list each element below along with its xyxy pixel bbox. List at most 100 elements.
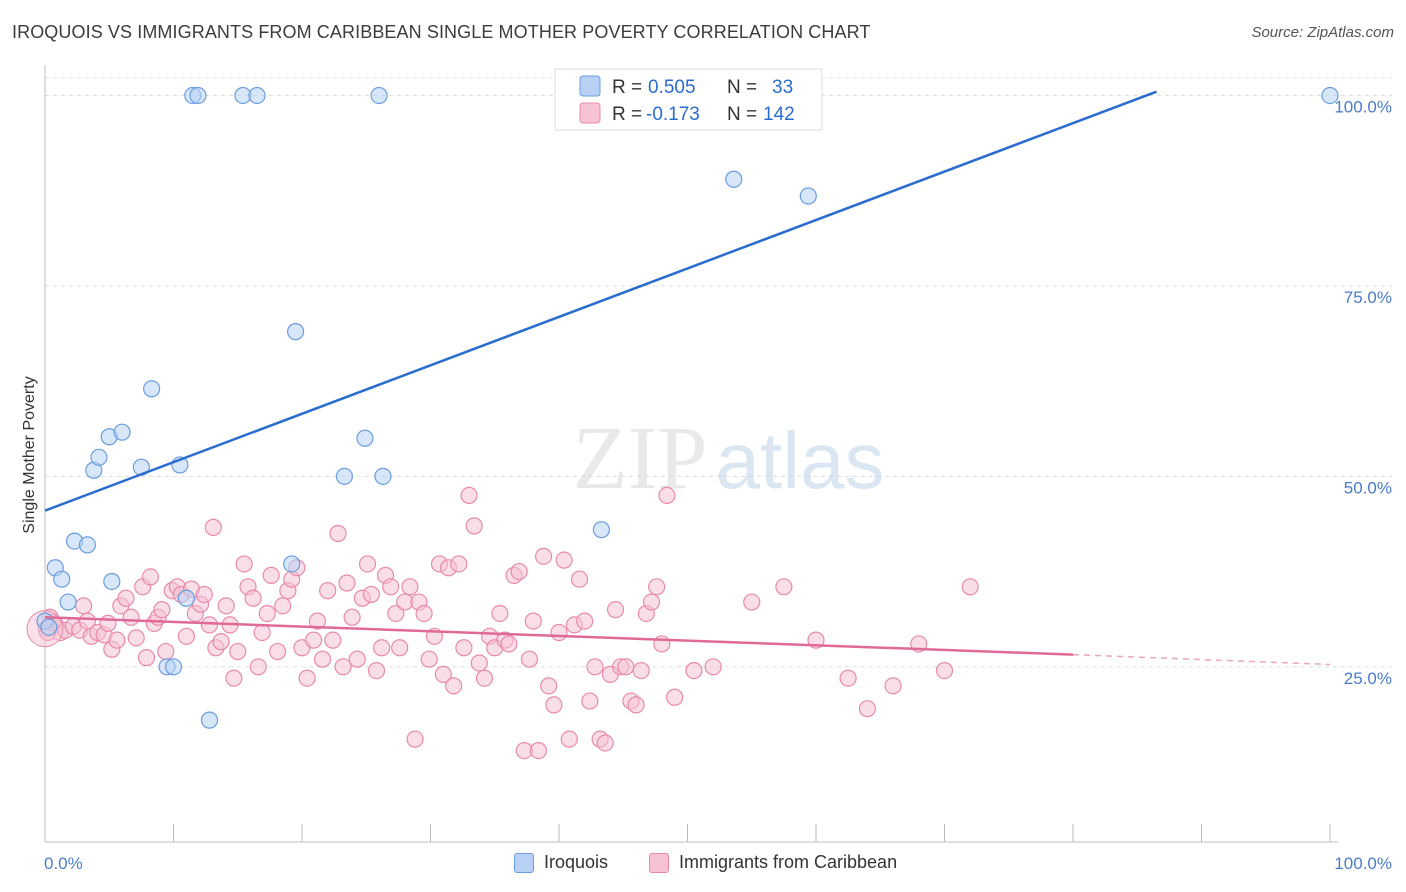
data-point-caribbean — [685, 662, 703, 680]
data-point-iroquois — [103, 572, 121, 591]
x-tick-labels: 0.0% 100.0% — [44, 854, 1392, 873]
data-point-caribbean — [666, 688, 684, 706]
data-point-caribbean — [334, 658, 352, 676]
data-point-caribbean — [313, 650, 332, 668]
data-point-caribbean — [540, 677, 558, 695]
data-point-caribbean — [338, 574, 356, 592]
data-point-caribbean — [319, 582, 337, 600]
data-point-caribbean — [157, 642, 175, 661]
data-point-caribbean — [858, 700, 877, 718]
data-point-caribbean — [127, 629, 145, 647]
bottom-legend-label: Iroquois — [544, 852, 609, 872]
data-point-iroquois — [164, 658, 183, 676]
chart-title: IROQUOIS VS IMMIGRANTS FROM CARIBBEAN SI… — [12, 22, 871, 42]
data-point-caribbean — [434, 665, 452, 684]
data-point-caribbean — [235, 555, 253, 573]
data-point-iroquois — [189, 86, 207, 105]
data-point-caribbean — [308, 612, 327, 630]
y-tick-label: 50.0% — [1344, 478, 1392, 497]
data-point-caribbean — [268, 642, 287, 661]
legend-n-value: 33 — [772, 77, 793, 98]
data-point-iroquois — [248, 86, 266, 105]
data-point-caribbean — [204, 518, 222, 536]
legend-r-label: R = — [612, 104, 642, 125]
data-point-caribbean — [550, 623, 568, 642]
data-point-caribbean — [122, 608, 140, 626]
data-point-caribbean — [217, 597, 235, 615]
data-point-iroquois — [113, 423, 131, 441]
data-point-caribbean — [491, 604, 509, 623]
data-point-caribbean — [884, 677, 902, 695]
legend-r-value: -0.173 — [646, 104, 700, 125]
data-point-iroquois — [40, 618, 58, 636]
data-point-iroquois — [335, 467, 354, 485]
data-point-caribbean — [262, 566, 280, 584]
data-point-caribbean — [775, 578, 793, 596]
data-point-caribbean — [177, 627, 195, 645]
data-point-caribbean — [258, 604, 276, 623]
data-point-caribbean — [704, 658, 722, 676]
data-point-iroquois — [177, 589, 195, 607]
data-point-caribbean — [225, 669, 243, 687]
data-point-caribbean — [244, 589, 262, 607]
data-point-caribbean — [596, 734, 614, 752]
data-point-iroquois — [286, 323, 305, 341]
data-point-iroquois — [90, 448, 108, 466]
data-point-caribbean — [545, 696, 563, 714]
legend-swatch-caribbean — [579, 102, 601, 124]
data-point-caribbean — [195, 585, 213, 604]
data-point-caribbean — [391, 639, 409, 657]
data-point-caribbean — [324, 631, 342, 649]
data-point-iroquois — [200, 711, 219, 729]
data-point-caribbean — [455, 639, 473, 657]
data-point-caribbean — [387, 604, 405, 623]
data-point-caribbean — [450, 555, 468, 573]
data-point-caribbean — [445, 677, 463, 695]
data-point-caribbean — [141, 568, 159, 586]
data-point-caribbean — [470, 654, 488, 672]
data-point-caribbean — [108, 631, 126, 649]
data-point-caribbean — [460, 486, 478, 504]
data-point-caribbean — [253, 623, 271, 642]
data-point-caribbean — [534, 547, 553, 565]
data-point-iroquois — [370, 86, 388, 105]
data-point-iroquois — [143, 380, 161, 398]
data-point-iroquois — [799, 187, 817, 205]
data-point-caribbean — [743, 593, 761, 611]
data-point-caribbean — [632, 662, 650, 680]
data-point-iroquois — [592, 521, 611, 539]
data-point-caribbean — [343, 608, 361, 626]
data-point-caribbean — [329, 524, 347, 543]
data-point-caribbean — [229, 642, 247, 661]
data-point-caribbean — [406, 730, 424, 748]
data-point-caribbean — [560, 730, 578, 748]
data-point-caribbean — [74, 597, 93, 615]
trend-lines — [44, 90, 1331, 666]
data-point-caribbean — [617, 658, 635, 676]
data-point-caribbean — [576, 612, 594, 630]
data-point-iroquois — [283, 555, 301, 573]
data-point-caribbean — [581, 692, 599, 710]
data-point-caribbean — [348, 650, 366, 668]
data-point-caribbean — [648, 578, 666, 596]
data-point-caribbean — [415, 604, 433, 623]
x-tick-label: 0.0% — [44, 854, 83, 873]
data-point-caribbean — [298, 669, 316, 687]
data-point-caribbean — [362, 585, 380, 604]
data-point-caribbean — [642, 593, 661, 611]
legend-r-value: 0.505 — [648, 77, 696, 98]
data-point-caribbean — [304, 631, 323, 649]
data-point-caribbean — [249, 658, 267, 676]
legend-r-label: R = — [612, 77, 642, 98]
data-point-caribbean — [153, 601, 171, 619]
data-point-caribbean — [529, 741, 548, 760]
y-tick-labels: 25.0% 50.0% 75.0% 100.0% — [1334, 97, 1392, 687]
data-point-caribbean — [212, 633, 230, 651]
data-point-caribbean — [586, 658, 604, 676]
data-point-caribbean — [510, 562, 528, 581]
y-axis-label: Single Mother Poverty — [21, 376, 38, 533]
legend-swatch-iroquois — [514, 852, 534, 873]
data-point-caribbean — [465, 517, 483, 535]
data-point-iroquois — [725, 170, 743, 188]
